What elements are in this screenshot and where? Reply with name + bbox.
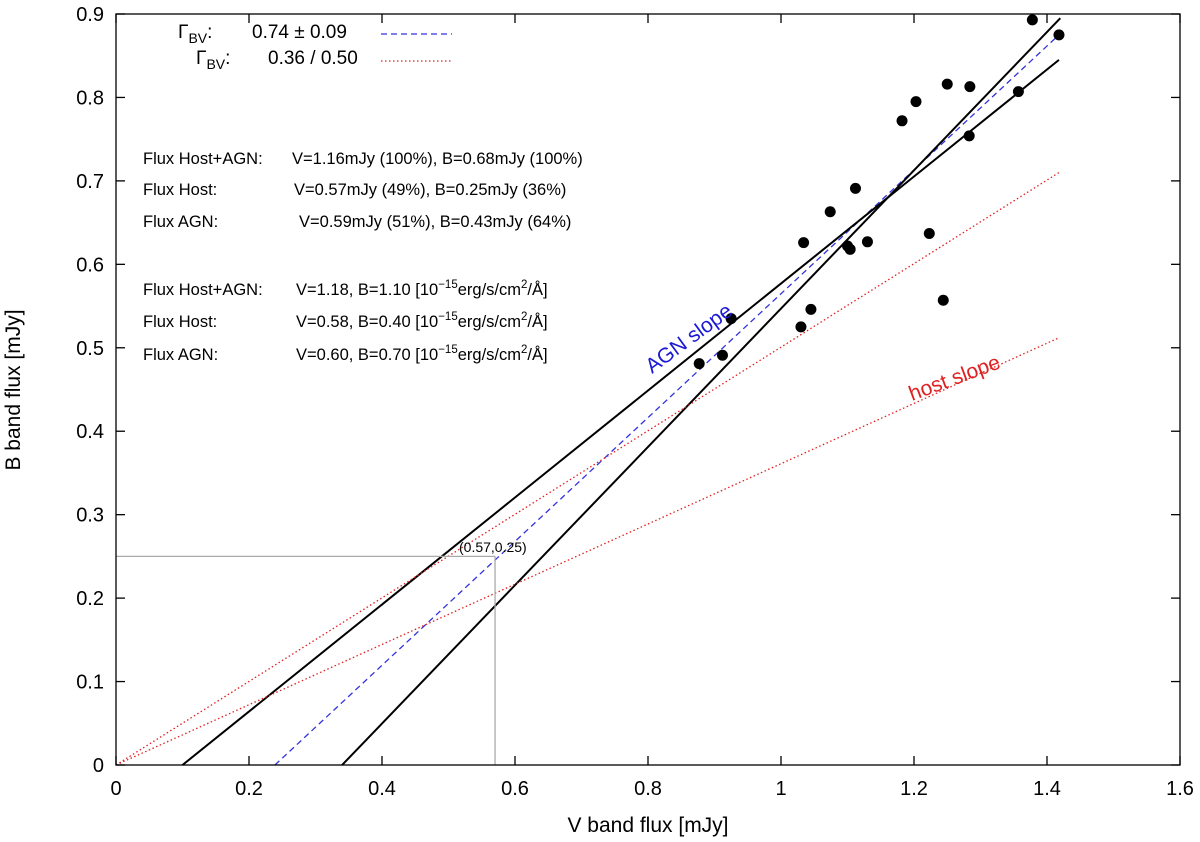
data-point-20 bbox=[1026, 14, 1038, 26]
table2-row3-label: Flux AGN: bbox=[143, 346, 218, 364]
table1-row2-value: V=0.57mJy (49%), B=0.25mJy (36%) bbox=[294, 181, 566, 199]
host-slope-label: host slope bbox=[906, 351, 1004, 406]
data-point-6 bbox=[805, 303, 817, 315]
x-tick-label: 0.4 bbox=[368, 778, 396, 800]
axis-ticks: 0 0.2 0.4 0.6 0.8 1 1.2 1.4 1.6 0 0.1 0.2 0.3 0.4 0.5 0… bbox=[76, 4, 1194, 800]
legend: ΓBV: 0.74 ± 0.09 ΓBV: 0.36 / 0.50 bbox=[178, 22, 452, 72]
data-point-7 bbox=[824, 206, 836, 218]
table1-row1-label: Flux Host+AGN: bbox=[143, 150, 263, 168]
table2-row1-value: V=1.18, B=1.10 [10−15erg/s/cm2/Å] bbox=[296, 279, 548, 299]
x-tick-label: 1.2 bbox=[900, 778, 928, 800]
data-points bbox=[693, 14, 1065, 370]
flux-table-mjy: Flux Host+AGN: V=1.16mJy (100%), B=0.68m… bbox=[143, 150, 583, 231]
flux-table-cgs: Flux Host+AGN: V=1.18, B=1.10 [10−15erg/… bbox=[143, 279, 548, 364]
data-point-14 bbox=[923, 227, 935, 239]
legend-entry-1-value: 0.74 ± 0.09 bbox=[252, 22, 347, 43]
data-point-5 bbox=[798, 237, 810, 249]
y-tick-label: 0.7 bbox=[76, 171, 104, 193]
table1-row2-label: Flux Host: bbox=[143, 181, 217, 199]
plot-lines bbox=[115, 17, 1062, 766]
y-tick-label: 0.3 bbox=[76, 505, 104, 527]
data-point-16 bbox=[941, 78, 953, 90]
data-point-12 bbox=[896, 115, 908, 127]
data-point-15 bbox=[937, 294, 949, 306]
table1-row1-value: V=1.16mJy (100%), B=0.68mJy (100%) bbox=[292, 150, 583, 168]
data-point-21 bbox=[1053, 29, 1065, 41]
table2-row1-label: Flux Host+AGN: bbox=[143, 281, 263, 299]
y-tick-label: 0 bbox=[93, 755, 104, 777]
agn-slope-label: AGN slope bbox=[641, 299, 736, 378]
series-line-host-slope-0-50 bbox=[115, 171, 1060, 766]
point-label: (0.57,0.25) bbox=[459, 539, 527, 555]
table1-row3-value: V=0.59mJy (51%), B=0.43mJy (64%) bbox=[299, 213, 571, 231]
x-tick-label: 1 bbox=[775, 778, 786, 800]
table2-row2-label: Flux Host: bbox=[143, 313, 217, 331]
series-line-fit-bound-2 bbox=[341, 17, 1062, 766]
data-point-9 bbox=[844, 243, 856, 255]
data-point-2 bbox=[716, 349, 728, 361]
legend-entry-1-symbol: ΓBV: bbox=[178, 22, 212, 46]
y-tick-label: 0.1 bbox=[76, 672, 104, 694]
data-point-19 bbox=[1012, 86, 1024, 98]
x-axis-label: V band flux [mJy] bbox=[567, 814, 728, 837]
data-point-10 bbox=[849, 182, 861, 194]
data-point-11 bbox=[861, 236, 873, 248]
y-tick-label: 0.2 bbox=[76, 588, 104, 610]
data-point-1 bbox=[693, 358, 705, 370]
x-tick-label: 0.6 bbox=[501, 778, 529, 800]
y-tick-label: 0.8 bbox=[76, 87, 104, 109]
x-tick-label: 0 bbox=[110, 778, 121, 800]
data-point-18 bbox=[964, 81, 976, 93]
y-axis-label: B band flux [mJy] bbox=[2, 309, 25, 470]
table1-row3-label: Flux AGN: bbox=[143, 213, 218, 231]
y-tick-label: 0.9 bbox=[76, 4, 104, 26]
data-point-4 bbox=[795, 321, 807, 333]
data-point-17 bbox=[963, 130, 975, 142]
series-line-host-slope-0-36 bbox=[115, 337, 1060, 766]
x-tick-label: 0.8 bbox=[634, 778, 662, 800]
x-tick-label: 1.4 bbox=[1033, 778, 1061, 800]
data-point-13 bbox=[910, 96, 922, 108]
y-tick-label: 0.4 bbox=[76, 421, 104, 443]
x-tick-label: 0.2 bbox=[235, 778, 263, 800]
data-point-3 bbox=[725, 313, 737, 325]
x-tick-label: 1.6 bbox=[1166, 778, 1194, 800]
legend-entry-2-symbol: ΓBV: bbox=[196, 48, 230, 72]
series-line-agn-slope-fit bbox=[274, 34, 1060, 766]
series-line-fit-bound-1 bbox=[181, 59, 1060, 766]
y-tick-label: 0.5 bbox=[76, 338, 104, 360]
y-tick-label: 0.6 bbox=[76, 254, 104, 276]
table2-row3-value: V=0.60, B=0.70 [10−15erg/s/cm2/Å] bbox=[296, 344, 548, 364]
table2-row2-value: V=0.58, B=0.40 [10−15erg/s/cm2/Å] bbox=[296, 311, 548, 331]
legend-entry-2-value: 0.36 / 0.50 bbox=[268, 48, 358, 69]
